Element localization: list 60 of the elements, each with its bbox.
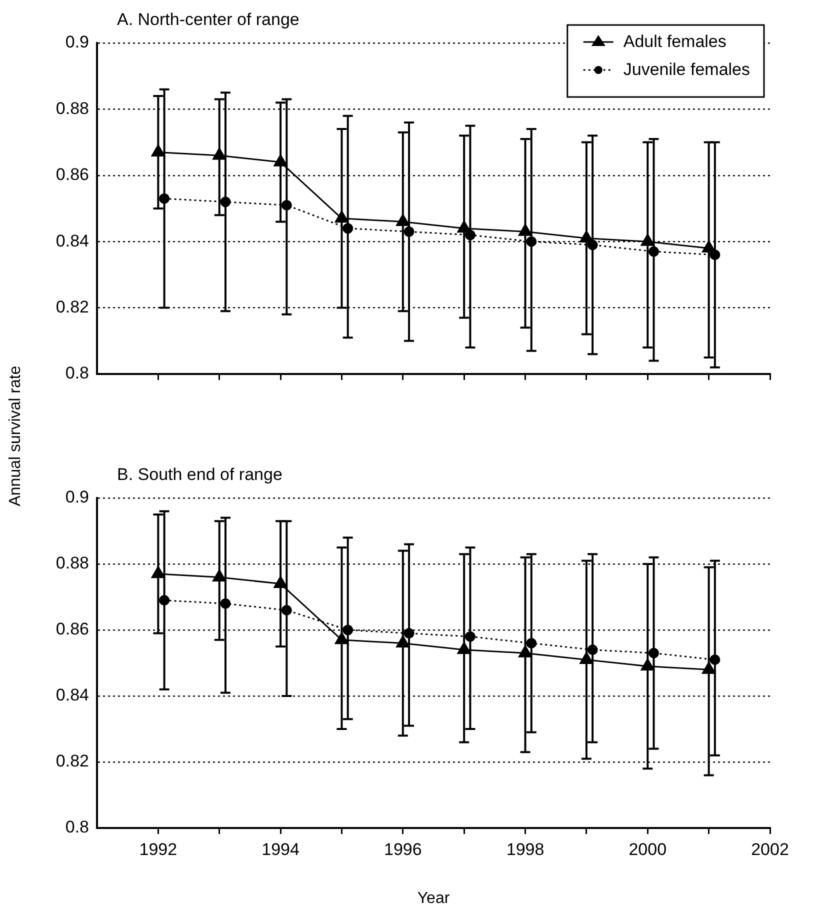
- legend-label: Adult females: [623, 32, 726, 51]
- point: [640, 658, 654, 671]
- point: [281, 604, 292, 616]
- point: [281, 200, 292, 210]
- point: [396, 635, 410, 648]
- point: [274, 576, 288, 588]
- y-tick-label: 0.82: [56, 752, 89, 771]
- x-tick-label: 1996: [384, 840, 422, 859]
- point: [151, 144, 165, 156]
- point: [702, 662, 716, 674]
- point: [526, 638, 537, 648]
- point: [334, 210, 349, 223]
- x-axis-title: Year: [417, 890, 450, 907]
- y-tick-label: 0.86: [56, 165, 89, 184]
- point: [526, 236, 537, 247]
- point: [159, 193, 170, 204]
- y-tick-label: 0.9: [65, 488, 89, 507]
- point: [334, 632, 349, 644]
- x-tick-label: 2000: [628, 840, 667, 859]
- y-tick-label: 0.84: [56, 686, 89, 705]
- legend-label: Juvenile females: [623, 60, 750, 79]
- point: [212, 569, 226, 582]
- x-tick-label: 1998: [506, 840, 544, 859]
- point: [518, 645, 532, 658]
- point: [640, 234, 654, 246]
- y-tick-label: 0.9: [65, 32, 89, 52]
- x-tick-label: 1992: [139, 840, 178, 859]
- y-tick-label: 0.82: [56, 297, 89, 316]
- point: [396, 214, 410, 226]
- point: [342, 223, 354, 234]
- y-tick-label: 0.8: [65, 818, 89, 837]
- y-axis-title: Annual survival rate: [7, 366, 25, 506]
- point: [212, 148, 226, 160]
- point: [648, 648, 660, 658]
- point: [457, 642, 471, 654]
- point: [580, 230, 594, 243]
- y-tick-label: 0.88: [56, 554, 89, 573]
- point: [220, 196, 231, 208]
- y-tick-label: 0.8: [65, 364, 89, 383]
- chart-title: B. South end of range: [117, 465, 282, 484]
- y-tick-label: 0.88: [56, 98, 89, 118]
- x-tick-label: 1994: [262, 840, 300, 859]
- point: [220, 598, 231, 609]
- chart-title: A. North-center of range: [117, 10, 300, 29]
- point: [580, 652, 594, 664]
- x-tick-label: 2002: [751, 840, 789, 859]
- y-tick-label: 0.84: [56, 231, 89, 250]
- point: [518, 224, 532, 236]
- point: [587, 644, 598, 656]
- y-tick-label: 0.86: [56, 620, 89, 639]
- point: [710, 654, 720, 665]
- point: [151, 566, 165, 578]
- point: [457, 220, 471, 233]
- point: [464, 631, 476, 642]
- point: [648, 246, 660, 257]
- point: [404, 628, 414, 639]
- point: [159, 595, 170, 606]
- point: [404, 226, 414, 237]
- point: [274, 154, 288, 166]
- point: [342, 624, 354, 636]
